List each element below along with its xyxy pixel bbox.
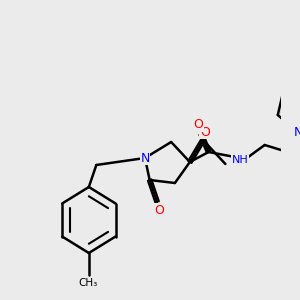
Text: O: O [154, 203, 164, 217]
Text: N: N [140, 152, 150, 164]
Text: NH: NH [232, 155, 249, 165]
Text: CH₃: CH₃ [78, 278, 98, 288]
Text: O: O [193, 118, 203, 131]
Text: N: N [294, 127, 300, 140]
Text: O: O [200, 125, 210, 139]
